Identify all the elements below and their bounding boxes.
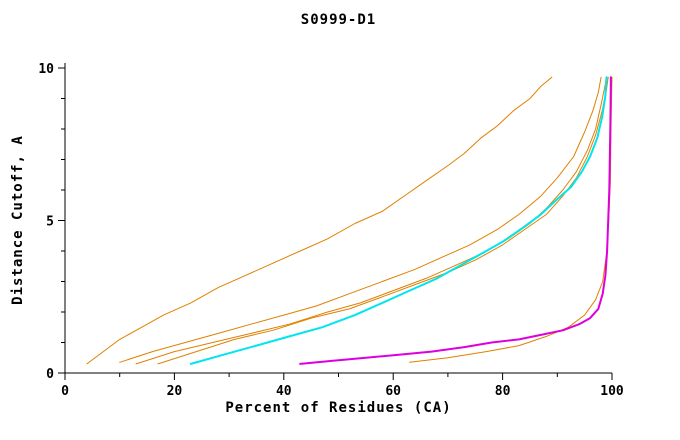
- x-axis-label: Percent of Residues (CA): [225, 400, 452, 416]
- series-model-orange-4: [157, 76, 609, 365]
- series-model-orange-1: [86, 76, 553, 365]
- x-tick-label: 80: [495, 384, 511, 399]
- y-tick-label: 5: [46, 215, 54, 230]
- series-model-orange-3: [135, 76, 607, 365]
- x-tick-label: 100: [600, 384, 624, 399]
- series-model-orange-2: [119, 76, 602, 363]
- y-tick-label: 10: [38, 62, 54, 77]
- x-tick-label: 60: [385, 384, 401, 399]
- x-tick-label: 0: [61, 384, 69, 399]
- y-tick-label: 0: [46, 367, 54, 382]
- series-model-cyan: [189, 76, 608, 365]
- x-tick-label: 40: [276, 384, 292, 399]
- x-tick-label: 20: [167, 384, 183, 399]
- chart-title: S0999-D1: [300, 12, 377, 28]
- series-model-magenta: [299, 76, 612, 365]
